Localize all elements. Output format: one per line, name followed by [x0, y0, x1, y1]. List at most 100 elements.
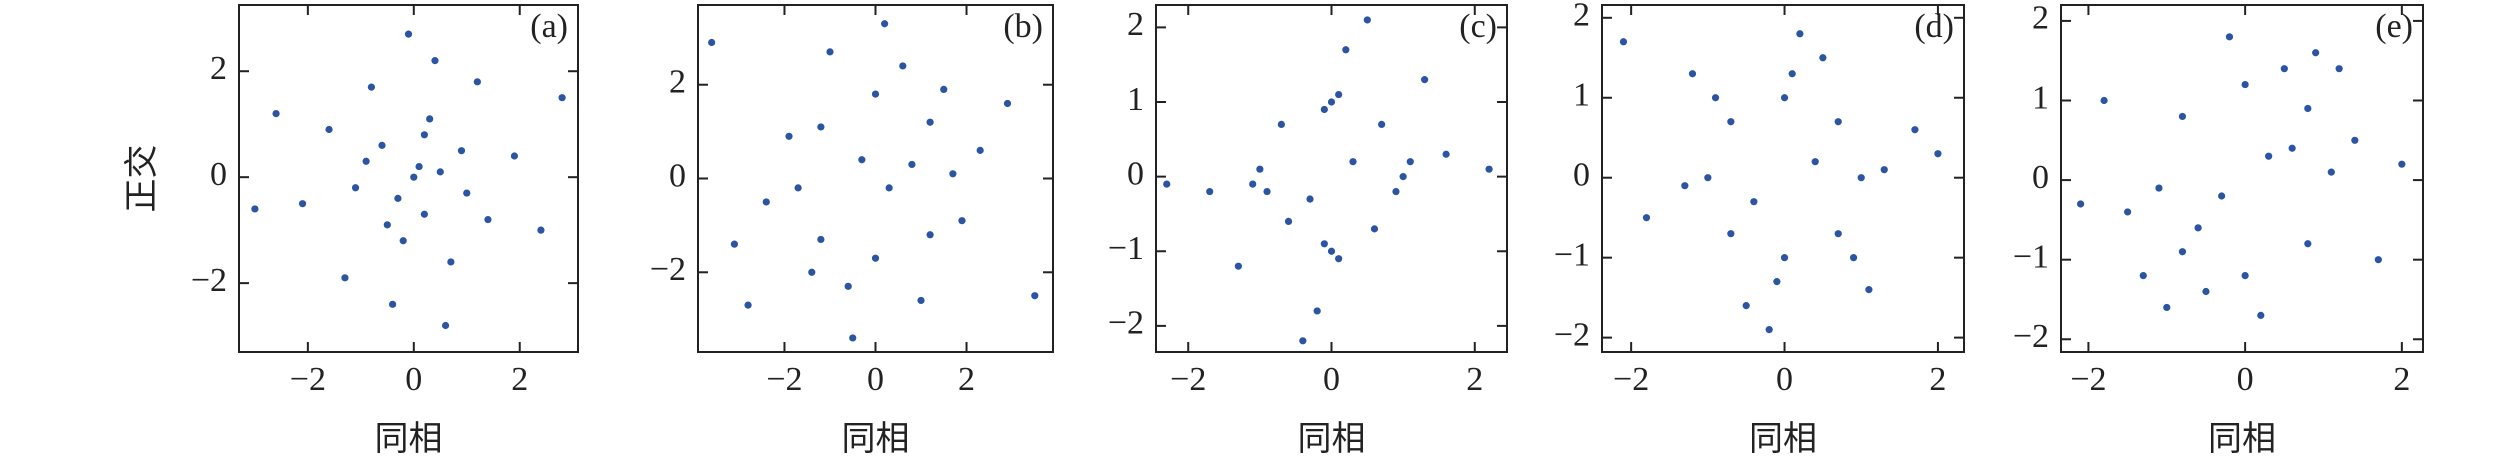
- y-tick-label: −2: [191, 262, 227, 299]
- point: [2139, 271, 2147, 280]
- point: [389, 300, 397, 308]
- point: [2076, 200, 2085, 208]
- point: [1865, 286, 1873, 294]
- point: [1284, 217, 1293, 226]
- point: [2194, 224, 2202, 232]
- x-tick-label: −2: [766, 361, 802, 398]
- x-tick-label: 2: [1466, 361, 1483, 398]
- x-tick-label: −2: [2070, 361, 2106, 398]
- point: [1421, 76, 1429, 84]
- point: [1003, 99, 1012, 108]
- x-tick-label: 2: [958, 361, 975, 398]
- point: [2304, 104, 2312, 113]
- point: [1681, 182, 1689, 190]
- point: [1206, 187, 1214, 196]
- point: [794, 184, 802, 192]
- point: [1327, 247, 1336, 255]
- point: [341, 274, 349, 282]
- point: [431, 57, 439, 65]
- y-tick-label: 0: [210, 156, 227, 193]
- point: [1788, 70, 1796, 78]
- point: [885, 184, 893, 192]
- point: [399, 237, 407, 245]
- y-tick-label: −1: [2013, 238, 2049, 275]
- point: [917, 296, 925, 305]
- point: [958, 217, 966, 225]
- x-tick-label: −2: [290, 361, 326, 398]
- x-tick-label: 2: [511, 361, 528, 398]
- point: [436, 168, 444, 176]
- point: [1849, 254, 1858, 262]
- y-tick-label: 0: [2032, 159, 2049, 196]
- point: [1834, 118, 1842, 126]
- point: [1263, 187, 1271, 196]
- point: [1277, 120, 1285, 128]
- y-tick-label: 2: [669, 64, 686, 101]
- point: [1256, 165, 1264, 173]
- point: [325, 125, 333, 134]
- axes-frame: [2060, 4, 2424, 353]
- point: [1442, 150, 1450, 158]
- point: [2335, 65, 2343, 73]
- point: [2155, 184, 2163, 192]
- point: [251, 205, 259, 213]
- point: [2304, 240, 2312, 248]
- point: [2351, 136, 2359, 144]
- point: [383, 221, 391, 229]
- point: [1234, 262, 1242, 270]
- point: [2163, 303, 2171, 312]
- point: [899, 62, 907, 70]
- point: [410, 173, 418, 181]
- y-tick-label: −2: [1554, 316, 1590, 353]
- point: [2257, 311, 2265, 319]
- axes-frame: [697, 4, 1054, 353]
- point: [2312, 49, 2320, 57]
- point: [2124, 208, 2132, 216]
- point: [2265, 152, 2273, 160]
- point: [415, 162, 423, 171]
- point: [2225, 33, 2234, 41]
- point: [1704, 174, 1712, 182]
- point: [949, 170, 957, 178]
- point: [871, 90, 880, 98]
- point: [441, 321, 450, 330]
- panel-label: (a): [530, 8, 568, 45]
- point: [762, 198, 770, 206]
- point: [2241, 271, 2249, 280]
- point: [1796, 30, 1804, 38]
- point: [2218, 192, 2226, 200]
- point: [378, 141, 386, 149]
- x-axis-label: 同相: [2208, 420, 2276, 458]
- point: [849, 334, 857, 342]
- point: [730, 240, 739, 248]
- point: [2178, 112, 2187, 121]
- x-tick-label: 2: [2393, 361, 2410, 398]
- point: [817, 123, 825, 131]
- point: [1335, 90, 1343, 99]
- point: [473, 78, 481, 86]
- point: [976, 146, 984, 154]
- point: [744, 301, 752, 309]
- point: [1780, 94, 1789, 102]
- point: [1299, 337, 1307, 345]
- y-tick-label: 0: [1127, 155, 1144, 192]
- point: [537, 226, 545, 234]
- y-tick-label: 2: [1573, 0, 1590, 34]
- point: [817, 235, 825, 244]
- point: [708, 38, 716, 47]
- point: [1750, 198, 1758, 206]
- point: [1485, 165, 1493, 173]
- x-tick-label: 0: [867, 361, 884, 398]
- point: [1857, 174, 1865, 182]
- point: [298, 200, 307, 208]
- point: [1320, 105, 1328, 114]
- panel-label: (b): [1003, 8, 1043, 45]
- point: [1342, 46, 1350, 54]
- point: [426, 115, 434, 123]
- point: [362, 157, 370, 165]
- y-tick-label: −2: [650, 251, 686, 288]
- point: [1306, 195, 1314, 203]
- point: [2178, 248, 2187, 256]
- point: [1780, 254, 1789, 262]
- point: [1163, 180, 1171, 188]
